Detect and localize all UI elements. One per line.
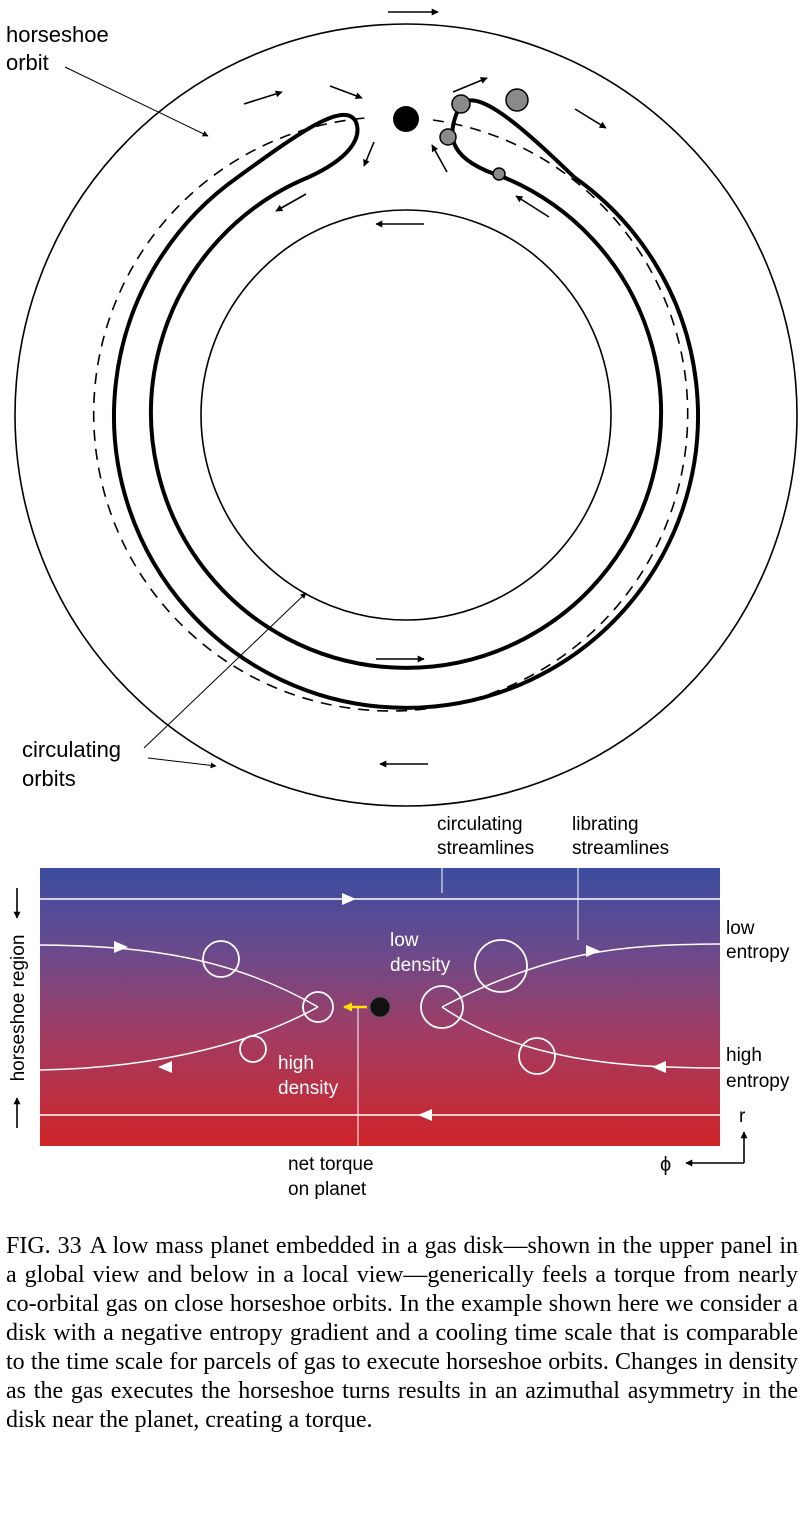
high-density-label: high density <box>278 1053 339 1099</box>
upper-panel: horseshoe orbit circulating orbits <box>6 8 798 807</box>
streamline-arrow <box>586 945 600 957</box>
gas-parcel <box>439 128 457 146</box>
flow-arrow <box>329 85 363 100</box>
horseshoe-orbit-leader <box>64 66 209 137</box>
streamline-arrows <box>114 893 666 1121</box>
streamline-arrow <box>418 1109 432 1121</box>
gas-parcel <box>451 94 471 114</box>
left-horseshoe-turn <box>236 112 360 179</box>
gas-parcel <box>202 940 240 978</box>
inner-disk-edge <box>200 209 612 621</box>
figure: horseshoe orbit circulating orbits <box>6 8 798 1200</box>
flow-arrow <box>275 193 307 212</box>
gas-parcel <box>302 991 334 1023</box>
circulating-streamlines-label: circulating streamlines <box>437 814 534 859</box>
high-entropy-label: high entropy <box>726 1045 790 1092</box>
inner-circulating-orbit <box>149 175 663 670</box>
horseshoe-region-label: horseshoe region <box>8 935 29 1082</box>
flow-arrow <box>431 144 448 173</box>
streamline-arrow <box>342 893 356 905</box>
low-density-label: low density <box>390 930 451 976</box>
planet <box>369 996 391 1018</box>
gas-parcel <box>474 939 528 993</box>
streamline-arrow <box>114 941 128 953</box>
gas-parcel <box>505 88 529 112</box>
flow-arrows <box>243 8 607 768</box>
flow-arrow <box>574 108 607 129</box>
gas-parcel <box>492 167 506 181</box>
outer-disk-edge <box>14 23 798 807</box>
planet-orbit-dashed <box>92 117 689 712</box>
right-horseshoe-turn <box>450 98 576 179</box>
flow-arrow <box>243 90 283 105</box>
axis-phi-label: ϕ <box>660 1154 671 1176</box>
librating-streamline <box>39 944 319 1008</box>
librating-streamline <box>441 1006 721 1069</box>
axis-r-label: r <box>739 1106 746 1127</box>
flow-arrow <box>452 77 488 93</box>
horseshoe-orbit-label: horseshoe orbit <box>6 22 115 75</box>
planet <box>393 106 419 132</box>
flow-arrow <box>363 141 375 167</box>
circulating-orbits-leader <box>147 757 217 769</box>
net-torque-label: net torque on planet <box>288 1154 379 1200</box>
figure-caption: FIG. 33 A low mass planet embedded in a g… <box>6 1232 798 1435</box>
streamline-arrow <box>158 1061 172 1073</box>
gas-parcel <box>420 985 464 1029</box>
low-entropy-label: low entropy <box>726 918 790 963</box>
circulating-orbits-leader <box>143 592 307 749</box>
outer-circulating-orbit <box>112 175 700 710</box>
caption-text: A low mass planet embedded in a gas disk… <box>6 1233 799 1433</box>
streamline-arrow <box>652 1061 666 1073</box>
lower-panel: horseshoe region circulating streamlines… <box>8 814 790 1200</box>
flow-arrow <box>515 195 550 218</box>
circulating-orbits-label: circulating orbits <box>22 737 127 791</box>
gas-parcel <box>239 1035 267 1063</box>
librating-streamline <box>39 1006 319 1071</box>
librating-streamlines-label: librating streamlines <box>572 814 669 859</box>
caption-figure-label: FIG. 33 <box>6 1233 82 1259</box>
gas-parcel <box>518 1037 556 1075</box>
